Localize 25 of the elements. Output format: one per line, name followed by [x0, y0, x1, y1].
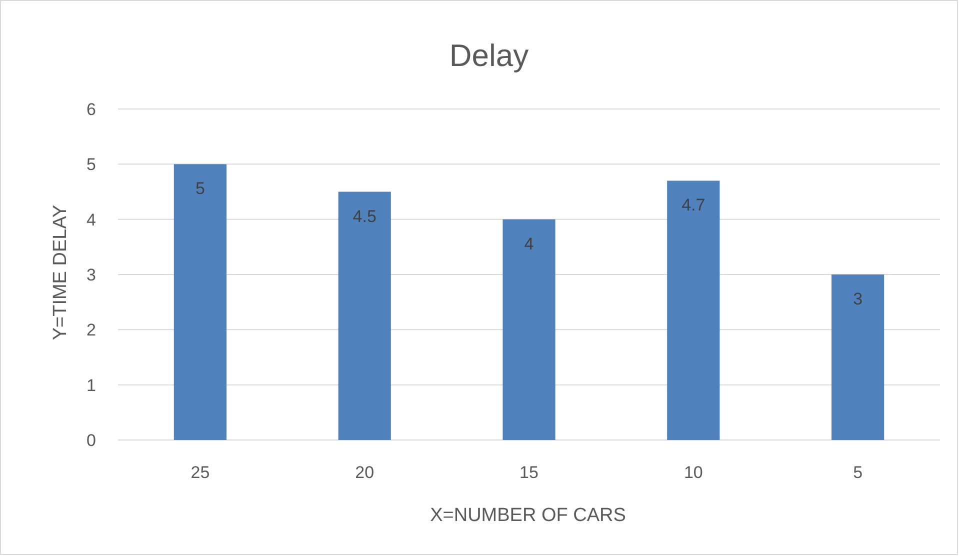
y-tick-label: 5 [86, 155, 96, 174]
data-label: 4.7 [682, 196, 706, 215]
y-tick-label: 2 [86, 320, 96, 340]
y-axis-title: Y=TIME DELAY [50, 204, 71, 340]
y-tick-label: 1 [86, 376, 96, 395]
y-tick-label: 0 [86, 431, 96, 450]
bar [667, 180, 720, 440]
x-tick-label: 25 [190, 463, 210, 482]
data-label: 4.5 [352, 206, 376, 226]
y-tick-label: 3 [86, 266, 96, 284]
data-label: 4 [524, 234, 534, 254]
x-axis-title: X=NUMBER OF CARS [430, 505, 626, 526]
data-label: 5 [195, 179, 205, 198]
y-tick-label: 6 [86, 100, 96, 119]
bar [174, 164, 227, 440]
bar [338, 192, 391, 440]
chart-title: Delay [449, 38, 530, 73]
x-tick-label: 5 [853, 463, 863, 482]
x-tick-label: 20 [355, 463, 374, 482]
bar [831, 274, 884, 440]
bar [502, 219, 556, 440]
data-label: 3 [853, 290, 863, 308]
x-tick-label: 15 [520, 463, 538, 482]
x-tick-label: 10 [684, 463, 703, 482]
y-tick-label: 4 [86, 210, 96, 230]
